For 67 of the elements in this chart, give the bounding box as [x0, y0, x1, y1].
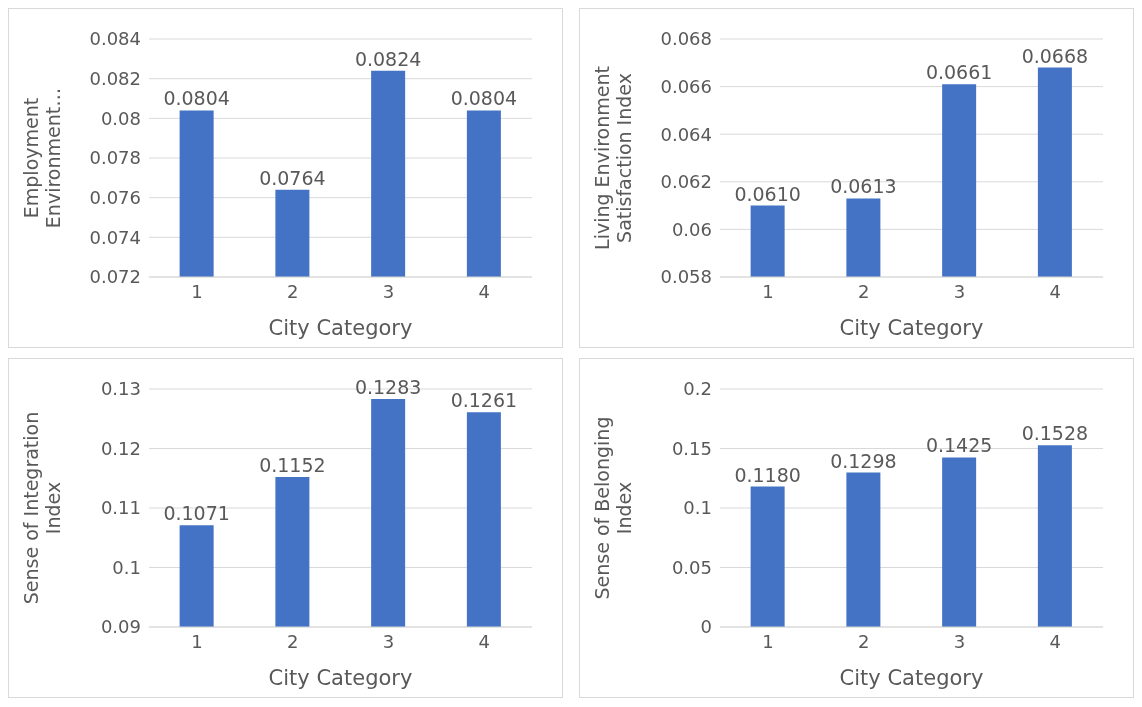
y-tick-label: 0.1 [683, 497, 712, 519]
x-tick-label: 4 [478, 280, 490, 302]
bar [846, 472, 881, 627]
y-tick-label: 0.12 [100, 437, 141, 459]
data-label: 0.1071 [163, 502, 230, 525]
x-tick-label: 3 [953, 630, 966, 652]
y-axis-title: Sense of Integration Index [20, 411, 64, 605]
y-tick-label: 0 [700, 616, 712, 638]
data-label: 0.1261 [450, 389, 518, 412]
y-tick-label: 0.074 [89, 226, 141, 248]
y-tick-label: 0.084 [89, 28, 141, 50]
x-tick-label: 2 [286, 630, 299, 652]
data-label: 0.0610 [734, 182, 801, 205]
y-tick-label: 0.064 [660, 123, 712, 145]
data-label: 0.0613 [830, 175, 897, 198]
x-tick-label: 3 [953, 280, 966, 302]
y-axis-title: Sense of Belonging Index [591, 416, 635, 600]
x-tick-label: 2 [286, 280, 299, 302]
y-tick-label: 0.066 [660, 75, 712, 97]
y-tick-label: 0.058 [660, 266, 712, 288]
y-tick-label: 0.2 [683, 378, 712, 400]
y-tick-label: 0.11 [100, 497, 141, 519]
y-tick-label: 0.062 [660, 171, 712, 193]
x-axis-title: City Category [268, 666, 413, 690]
y-tick-label: 0.078 [89, 147, 141, 169]
data-label: 0.1528 [1021, 422, 1089, 445]
x-axis-title: City Category [839, 666, 984, 690]
data-label: 0.0764 [259, 166, 326, 189]
x-tick-label: 1 [762, 630, 774, 652]
x-axis-title: City Category [268, 316, 413, 340]
x-tick-label: 4 [1049, 630, 1061, 652]
data-label: 0.1298 [830, 449, 897, 472]
x-tick-label: 3 [382, 280, 395, 302]
bar [750, 486, 785, 627]
data-label: 0.0668 [1021, 44, 1089, 67]
y-tick-label: 0.15 [671, 437, 712, 459]
y-tick-label: 0.076 [89, 187, 141, 209]
data-label: 0.0661 [925, 61, 993, 84]
y-tick-label: 0.09 [100, 616, 141, 638]
x-tick-label: 4 [478, 630, 490, 652]
x-tick-label: 2 [857, 280, 870, 302]
x-tick-label: 1 [762, 280, 774, 302]
y-tick-label: 0.068 [660, 28, 712, 50]
x-axis-title: City Category [839, 316, 984, 340]
data-label: 0.1283 [354, 376, 422, 399]
x-tick-label: 1 [191, 630, 203, 652]
x-tick-label: 1 [191, 280, 203, 302]
x-tick-label: 4 [1049, 280, 1061, 302]
data-label: 0.1152 [259, 454, 326, 477]
data-label: 0.0824 [354, 47, 422, 70]
x-tick-label: 3 [382, 630, 395, 652]
y-tick-label: 0.06 [671, 218, 712, 240]
data-label: 0.0804 [450, 87, 518, 110]
data-label: 0.1180 [734, 463, 801, 486]
y-tick-label: 0.08 [100, 107, 141, 129]
y-tick-label: 0.082 [89, 68, 141, 90]
y-tick-label: 0.05 [671, 556, 712, 578]
data-label: 0.1425 [925, 434, 993, 457]
bar [1037, 445, 1072, 627]
x-tick-label: 2 [857, 630, 870, 652]
bar [942, 457, 977, 627]
y-axis-title: Living Environment Satisfaction Index [591, 66, 635, 250]
y-tick-label: 0.1 [112, 556, 141, 578]
y-tick-label: 0.13 [100, 378, 141, 400]
data-label: 0.0804 [163, 87, 230, 110]
y-axis-title: Employment Environment… [20, 87, 64, 229]
y-tick-label: 0.072 [89, 266, 141, 288]
